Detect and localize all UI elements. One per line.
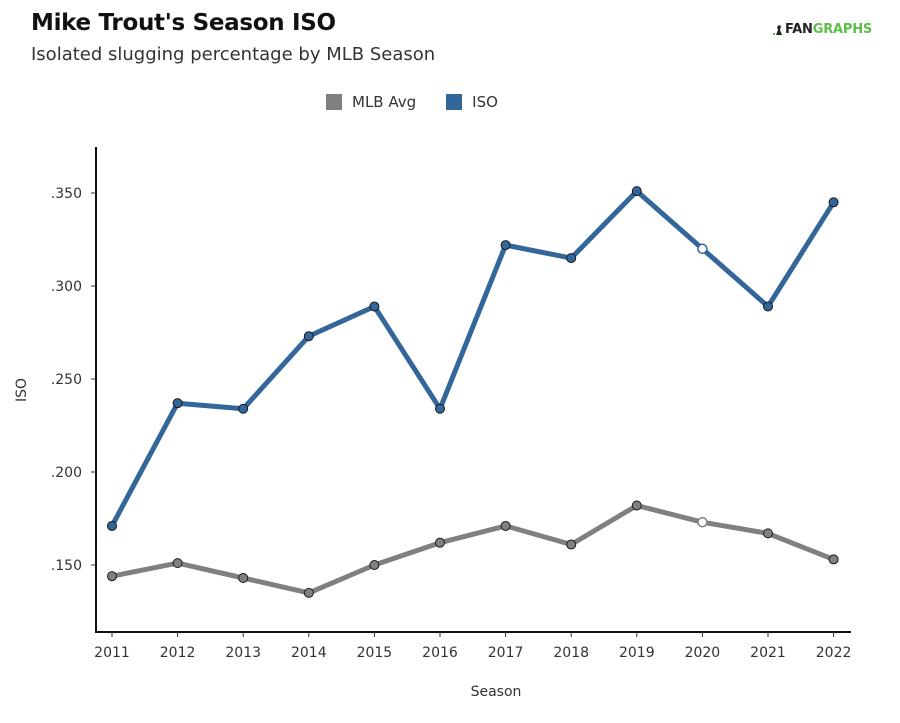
- legend-item-mlb-avg[interactable]: MLB Avg: [326, 93, 416, 111]
- data-point-mlb-avg[interactable]: [631, 500, 642, 511]
- y-tick-label: .150: [51, 558, 82, 574]
- series-line-iso: [109, 188, 837, 529]
- data-point-mlb-avg[interactable]: [369, 560, 380, 570]
- data-point-iso[interactable]: [828, 197, 839, 208]
- data-point-iso[interactable]: [697, 243, 708, 255]
- data-point-mlb-avg[interactable]: [500, 520, 511, 531]
- y-tick-label: .250: [51, 372, 82, 388]
- data-point-mlb-avg[interactable]: [435, 537, 445, 548]
- x-tick-label: 2017: [488, 645, 524, 661]
- x-tick-label: 2014: [291, 645, 327, 661]
- batter-logo-icon: [773, 24, 782, 35]
- logo-text-graphs: GRAPHS: [812, 22, 873, 37]
- data-point-mlb-avg[interactable]: [172, 558, 183, 569]
- legend-swatch-mlb-avg: [326, 94, 342, 110]
- data-point-mlb-avg[interactable]: [238, 573, 249, 584]
- data-point-iso[interactable]: [763, 301, 773, 312]
- data-point-iso[interactable]: [172, 398, 183, 409]
- series-markers: [107, 186, 839, 598]
- data-point-mlb-avg[interactable]: [303, 587, 314, 598]
- chart-title: Mike Trout's Season ISO: [31, 10, 336, 36]
- legend-swatch-iso: [446, 94, 463, 110]
- x-tick-label: 2011: [94, 645, 130, 661]
- data-point-iso[interactable]: [631, 186, 642, 197]
- y-tick-label: .300: [51, 279, 82, 295]
- data-point-mlb-avg[interactable]: [828, 554, 839, 565]
- x-tick-label: 2020: [685, 645, 721, 661]
- x-tick-label: 2013: [225, 645, 261, 661]
- x-tick-label: 2021: [750, 645, 786, 661]
- legend: MLB Avg ISO: [326, 93, 528, 111]
- data-point-mlb-avg[interactable]: [697, 516, 708, 528]
- data-point-mlb-avg[interactable]: [107, 571, 117, 582]
- series-lines: [109, 188, 837, 596]
- series-line-mlb-avg: [109, 503, 837, 596]
- y-axis-title: ISO: [14, 378, 30, 402]
- axes: .150 .200 .250 .300 .350 2011 2012 2013 2014 2015…: [51, 147, 852, 661]
- legend-item-iso[interactable]: ISO: [446, 93, 498, 111]
- data-point-iso[interactable]: [435, 403, 445, 414]
- data-point-iso[interactable]: [500, 240, 511, 251]
- chart-subtitle: Isolated slugging percentage by MLB Seas…: [31, 44, 436, 65]
- x-tick-label: 2022: [816, 645, 852, 661]
- data-point-iso[interactable]: [369, 301, 380, 312]
- data-point-iso[interactable]: [238, 403, 249, 414]
- data-point-mlb-avg[interactable]: [763, 528, 773, 539]
- data-point-iso[interactable]: [107, 520, 117, 531]
- x-tick-label: 2018: [553, 645, 589, 661]
- x-axis-title: Season: [471, 684, 522, 700]
- data-point-mlb-avg[interactable]: [566, 539, 577, 550]
- x-tick-label: 2012: [160, 645, 196, 661]
- x-tick-label: 2019: [619, 645, 655, 661]
- y-tick-label: .350: [51, 186, 82, 202]
- data-point-iso[interactable]: [566, 253, 577, 264]
- legend-label-mlb-avg: MLB Avg: [352, 93, 417, 111]
- legend-label-iso: ISO: [472, 93, 498, 111]
- logo-text-fan: FAN: [785, 22, 813, 37]
- x-tick-label: 2015: [357, 645, 393, 661]
- fangraphs-logo: FAN GRAPHS: [773, 22, 872, 37]
- x-tick-label: 2016: [422, 645, 458, 661]
- y-tick-label: .200: [51, 465, 82, 481]
- data-point-iso[interactable]: [303, 331, 314, 342]
